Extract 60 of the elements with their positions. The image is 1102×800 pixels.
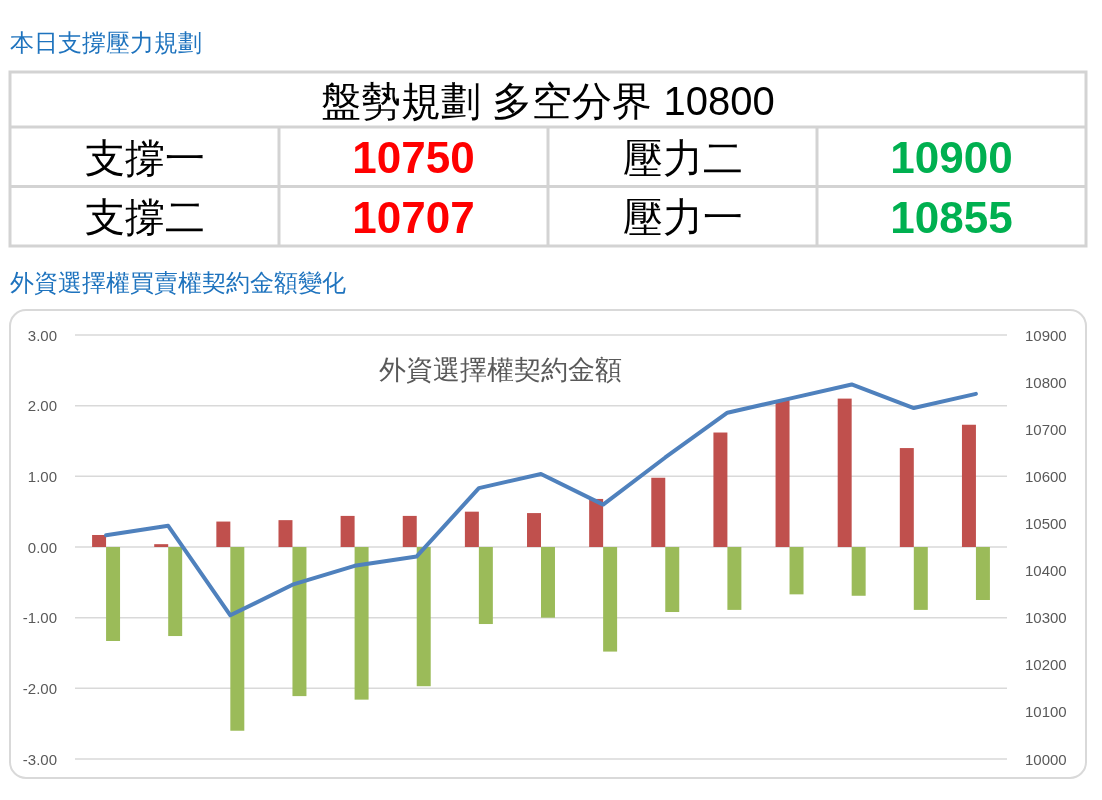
text: 外資選擇權契約金額	[378, 355, 622, 385]
y-tick-label: 0.00	[27, 538, 57, 556]
bar	[775, 400, 790, 547]
y-tick-label: 2.00	[27, 397, 57, 415]
bar	[168, 547, 183, 637]
category-label: 壓力一	[622, 195, 743, 240]
bar	[913, 547, 928, 610]
y-tick-label: 3.00	[27, 326, 57, 344]
y2-tick-label: 10300	[1025, 609, 1067, 627]
y2-tick-label: 10500	[1025, 514, 1067, 532]
category-label: 壓力二	[622, 135, 743, 180]
bar	[92, 534, 107, 547]
text: 本日支撐壓力規劃	[10, 28, 202, 56]
category-label: 支撐二	[84, 195, 205, 240]
bar	[713, 432, 728, 547]
bar	[292, 547, 307, 697]
bar	[216, 521, 231, 547]
y2-tick-label: 10400	[1025, 562, 1067, 580]
bar	[651, 477, 666, 547]
chart-title: 外資選擇權買賣權契約金額變化	[10, 268, 346, 296]
bar	[851, 547, 866, 596]
bar	[278, 520, 293, 547]
bar	[789, 547, 804, 595]
bar	[402, 515, 417, 547]
bar	[464, 511, 479, 547]
data-label: 10855	[890, 192, 1013, 242]
data-label: 10750	[352, 133, 475, 183]
bar	[340, 515, 355, 547]
bar	[961, 424, 976, 547]
y-tick-label: -3.00	[22, 750, 57, 768]
y2-tick-label: 10000	[1025, 750, 1067, 768]
y-tick-label: -1.00	[22, 609, 57, 627]
bar	[727, 547, 742, 610]
bar	[899, 448, 914, 547]
bar	[837, 398, 852, 547]
bar	[603, 547, 618, 652]
bar	[665, 547, 680, 613]
y-tick-label: -2.00	[22, 679, 57, 697]
line-series	[104, 382, 978, 618]
y2-tick-label: 10600	[1025, 467, 1067, 485]
data-label: 10900	[890, 133, 1013, 183]
bar	[541, 547, 555, 618]
data-label: 10707	[352, 192, 475, 242]
y2-tick-label: 10200	[1025, 656, 1067, 674]
y2-tick-label: 10700	[1025, 420, 1067, 438]
text: 盤勢規劃 多空分界 10800	[321, 78, 775, 123]
y2-tick-label: 10800	[1025, 373, 1067, 391]
y2-tick-label: 10900	[1025, 326, 1067, 344]
bar	[154, 544, 169, 547]
bar	[230, 547, 245, 731]
bar	[527, 513, 541, 547]
category-label: 支撐一	[84, 135, 205, 180]
y2-tick-label: 10100	[1025, 703, 1067, 721]
bar	[478, 547, 493, 625]
bar	[106, 547, 121, 641]
y-tick-label: 1.00	[27, 467, 57, 485]
bar	[589, 498, 604, 547]
bar	[416, 547, 431, 687]
bar	[354, 547, 369, 700]
bar	[975, 547, 990, 600]
